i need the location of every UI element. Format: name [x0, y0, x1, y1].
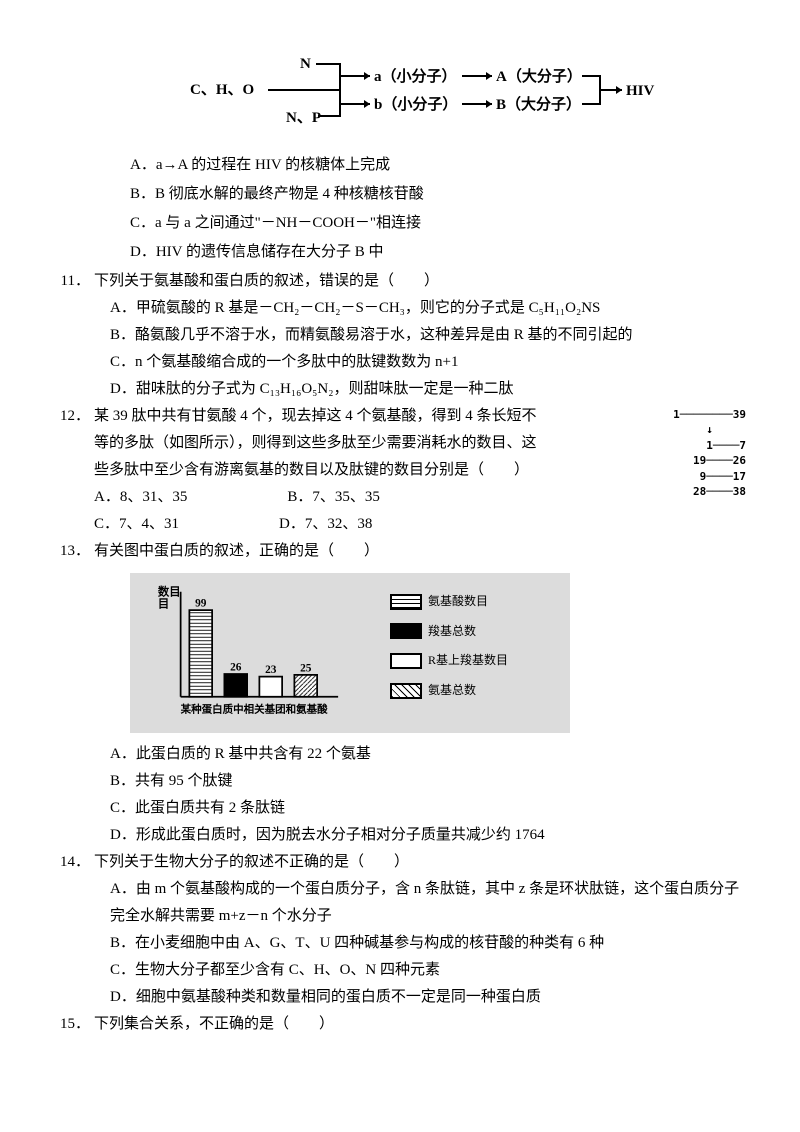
q14-opt-b: B．在小麦细胞中由 A、G、T、U 四种碱基参与构成的核苷酸的种类有 6 种	[110, 930, 750, 957]
q12-stem2: 等的多肽（如图所示），则得到这些多肽至少需要消耗水的数目、这	[94, 430, 664, 457]
q12-opt-d: D．7、32、38	[279, 511, 372, 538]
svg-text:某种蛋白质中相关基团和氨基酸: 某种蛋白质中相关基团和氨基酸	[180, 703, 328, 716]
q11-opt-d: D．甜味肽的分子式为 C₁₃H₁₆O₅N₂，则甜味肽一定是一种二肽	[110, 376, 750, 403]
q13-opt-a: A．此蛋白质的 R 基中共含有 22 个氨基	[110, 741, 750, 768]
svg-text:目: 目	[158, 598, 169, 611]
q13-num: 13．	[50, 538, 90, 565]
n-label: N	[300, 56, 311, 72]
q10-opt-d: D．HIV 的遗传信息储存在大分子 B 中	[130, 239, 750, 266]
q15-num: 15．	[50, 1011, 90, 1038]
q12-stem1: 某 39 肽中共有甘氨酸 4 个，现去掉这 4 个氨基酸，得到 4 条长短不	[94, 408, 537, 424]
b-big: B（大分子）	[496, 95, 581, 113]
cho-label: C、H、O	[190, 82, 254, 98]
np-label: N、P	[286, 110, 321, 126]
element-diagram: N C、H、O N、P a（小分子） A（大分子） b（小分子） B（大分子） …	[190, 50, 750, 142]
q11-stem: 下列关于氨基酸和蛋白质的叙述，错误的是（ ）	[94, 268, 439, 295]
q12-opt-a: A．8、31、35	[94, 484, 187, 511]
q14-stem: 下列关于生物大分子的叙述不正确的是（ ）	[94, 849, 409, 876]
q10-opt-a: A．a→A 的过程在 HIV 的核糖体上完成	[130, 152, 750, 179]
q12-opt-b: B．7、35、35	[287, 484, 380, 511]
svg-text:26: 26	[230, 662, 242, 674]
svg-text:23: 23	[265, 664, 277, 676]
q13-chart: 数目 目 99 26 23 25 某种蛋白质中相关基团和氨基酸 氨基酸数目 羧基总数 …	[130, 573, 570, 733]
svg-text:数目: 数目	[158, 584, 181, 598]
q10-options: A．a→A 的过程在 HIV 的核糖体上完成 B．B 彻底水解的最终产物是 4 …	[130, 152, 750, 266]
q11-num: 11．	[50, 268, 90, 295]
q12-num: 12．	[50, 403, 90, 430]
q15-stem: 下列集合关系，不正确的是（ ）	[94, 1011, 334, 1038]
q10-opt-b: B．B 彻底水解的最终产物是 4 种核糖核苷酸	[130, 181, 750, 208]
q11-opt-c: C．n 个氨基酸缩合成的一个多肽中的肽键数数为 n+1	[110, 349, 750, 376]
q13-opt-d: D．形成此蛋白质时，因为脱去水分子相对分子质量共减少约 1764	[110, 822, 750, 849]
q11-opt-b: B．酪氨酸几乎不溶于水，而精氨酸易溶于水，这种差异是由 R 基的不同引起的	[110, 322, 750, 349]
q12-side-diagram: 1────────39↓ 1────719────26 9────1728───…	[669, 403, 750, 503]
q13-stem: 有关图中蛋白质的叙述，正确的是（ ）	[94, 538, 379, 565]
a-small: a（小分子）	[374, 67, 457, 85]
q14-opt-a: A．由 m 个氨基酸构成的一个蛋白质分子，含 n 条肽链，其中 z 条是环状肽链…	[110, 876, 750, 930]
q10-opt-c: C．a 与 a 之间通过"－NH－COOH－"相连接	[130, 210, 750, 237]
svg-text:99: 99	[195, 598, 207, 610]
q11-opt-a: A．甲硫氨酸的 R 基是－CH₂－CH₂－S－CH₃，则它的分子式是 C₅H₁₁…	[110, 295, 750, 322]
q14-opt-c: C．生物大分子都至少含有 C、H、O、N 四种元素	[110, 957, 750, 984]
chart-legend: 氨基酸数目 羧基总数 R基上羧基数目 氨基总数	[390, 583, 508, 723]
q12-stem3: 些多肽中至少含有游离氨基的数目以及肽键的数目分别是（ ）	[94, 457, 664, 484]
q12-opt-c: C．7、4、31	[94, 511, 179, 538]
q14-opt-d: D．细胞中氨基酸种类和数量相同的蛋白质不一定是同一种蛋白质	[110, 984, 750, 1011]
svg-text:25: 25	[300, 662, 312, 674]
hiv-label: HIV	[626, 83, 655, 99]
q14-num: 14．	[50, 849, 90, 876]
a-big: A（大分子）	[496, 67, 582, 85]
q13-opt-b: B．共有 95 个肽键	[110, 768, 750, 795]
q13-opt-c: C．此蛋白质共有 2 条肽链	[110, 795, 750, 822]
b-small: b（小分子）	[374, 95, 457, 113]
